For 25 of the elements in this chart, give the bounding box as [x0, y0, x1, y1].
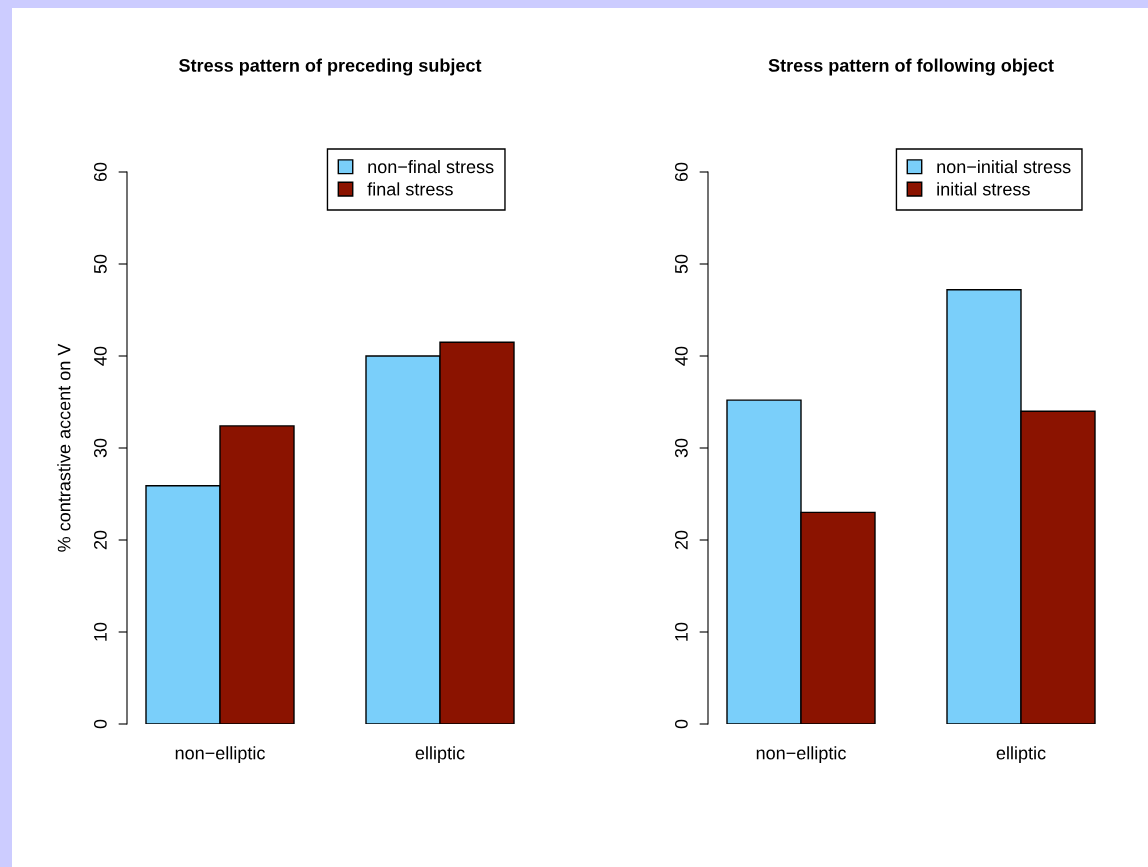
chart-title: Stress pattern of preceding subject	[179, 58, 482, 76]
y-tick-label: 20	[93, 530, 107, 550]
legend-label: final stress	[367, 182, 453, 196]
y-tick-label: 50	[93, 254, 107, 274]
x-tick-label: non−elliptic	[175, 746, 265, 764]
x-tick-label: non−elliptic	[756, 746, 846, 764]
y-tick-label: 60	[674, 162, 688, 182]
x-tick-label: elliptic	[996, 746, 1046, 764]
legend-label: initial stress	[937, 182, 1030, 196]
legend-label: non−final stress	[368, 159, 494, 174]
x-tick-label: elliptic	[415, 746, 465, 764]
chart-title: Stress pattern of following object	[768, 58, 1054, 76]
legend-label: non−initial stress	[937, 159, 1071, 174]
y-tick-label: 40	[674, 346, 688, 366]
y-tick-label: 60	[93, 162, 107, 182]
y-tick-label: 30	[93, 438, 107, 458]
y-tick-label: 0	[93, 719, 107, 729]
y-tick-label: 10	[674, 622, 688, 641]
y-tick-label: 50	[674, 254, 688, 274]
y-axis-title: % contrastive accent on V	[57, 343, 71, 552]
y-tick-label: 30	[674, 438, 688, 458]
y-tick-label: 20	[674, 530, 688, 550]
y-tick-label: 40	[93, 346, 107, 366]
y-tick-label: 0	[674, 719, 688, 729]
y-tick-label: 10	[93, 622, 107, 641]
